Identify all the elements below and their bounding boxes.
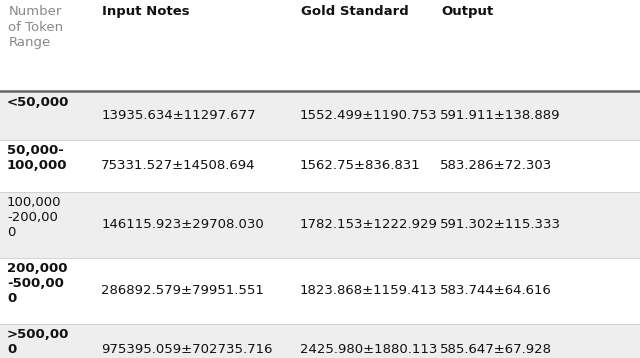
Text: 286892.579±79951.551: 286892.579±79951.551 [101, 284, 264, 297]
Text: >500,00
0: >500,00 0 [7, 328, 69, 356]
Text: 591.302±115.333: 591.302±115.333 [440, 218, 561, 231]
Text: 200,000
-500,00
0: 200,000 -500,00 0 [7, 262, 68, 305]
Bar [0, 91, 640, 140]
Text: 2425.980±1880.113: 2425.980±1880.113 [300, 343, 437, 357]
Text: 583.286±72.303: 583.286±72.303 [440, 159, 552, 172]
Bar [0, 140, 640, 192]
Text: 1552.499±1190.753: 1552.499±1190.753 [300, 109, 437, 122]
Text: 50,000-
100,000: 50,000- 100,000 [7, 144, 68, 172]
Text: 585.647±67.928: 585.647±67.928 [440, 343, 552, 357]
Text: Input Notes: Input Notes [102, 5, 190, 18]
Bar [0, 324, 640, 358]
Text: 583.744±64.616: 583.744±64.616 [440, 284, 552, 297]
Text: Number
of Token
Range: Number of Token Range [8, 5, 63, 49]
Text: 100,000
-200,00
0: 100,000 -200,00 0 [7, 196, 61, 239]
Text: 75331.527±14508.694: 75331.527±14508.694 [101, 159, 255, 172]
Text: 975395.059±702735.716: 975395.059±702735.716 [101, 343, 273, 357]
Text: 1782.153±1222.929: 1782.153±1222.929 [300, 218, 437, 231]
Text: 146115.923±29708.030: 146115.923±29708.030 [101, 218, 264, 231]
Bar [0, 192, 640, 258]
Text: Gold Standard: Gold Standard [301, 5, 408, 18]
Text: Output: Output [442, 5, 494, 18]
Bar [0, 0, 640, 91]
Text: 13935.634±11297.677: 13935.634±11297.677 [101, 109, 256, 122]
Text: <50,000: <50,000 [7, 96, 69, 108]
Bar [0, 258, 640, 324]
Text: 1823.868±1159.413: 1823.868±1159.413 [300, 284, 437, 297]
Text: 1562.75±836.831: 1562.75±836.831 [300, 159, 420, 172]
Text: 591.911±138.889: 591.911±138.889 [440, 109, 561, 122]
